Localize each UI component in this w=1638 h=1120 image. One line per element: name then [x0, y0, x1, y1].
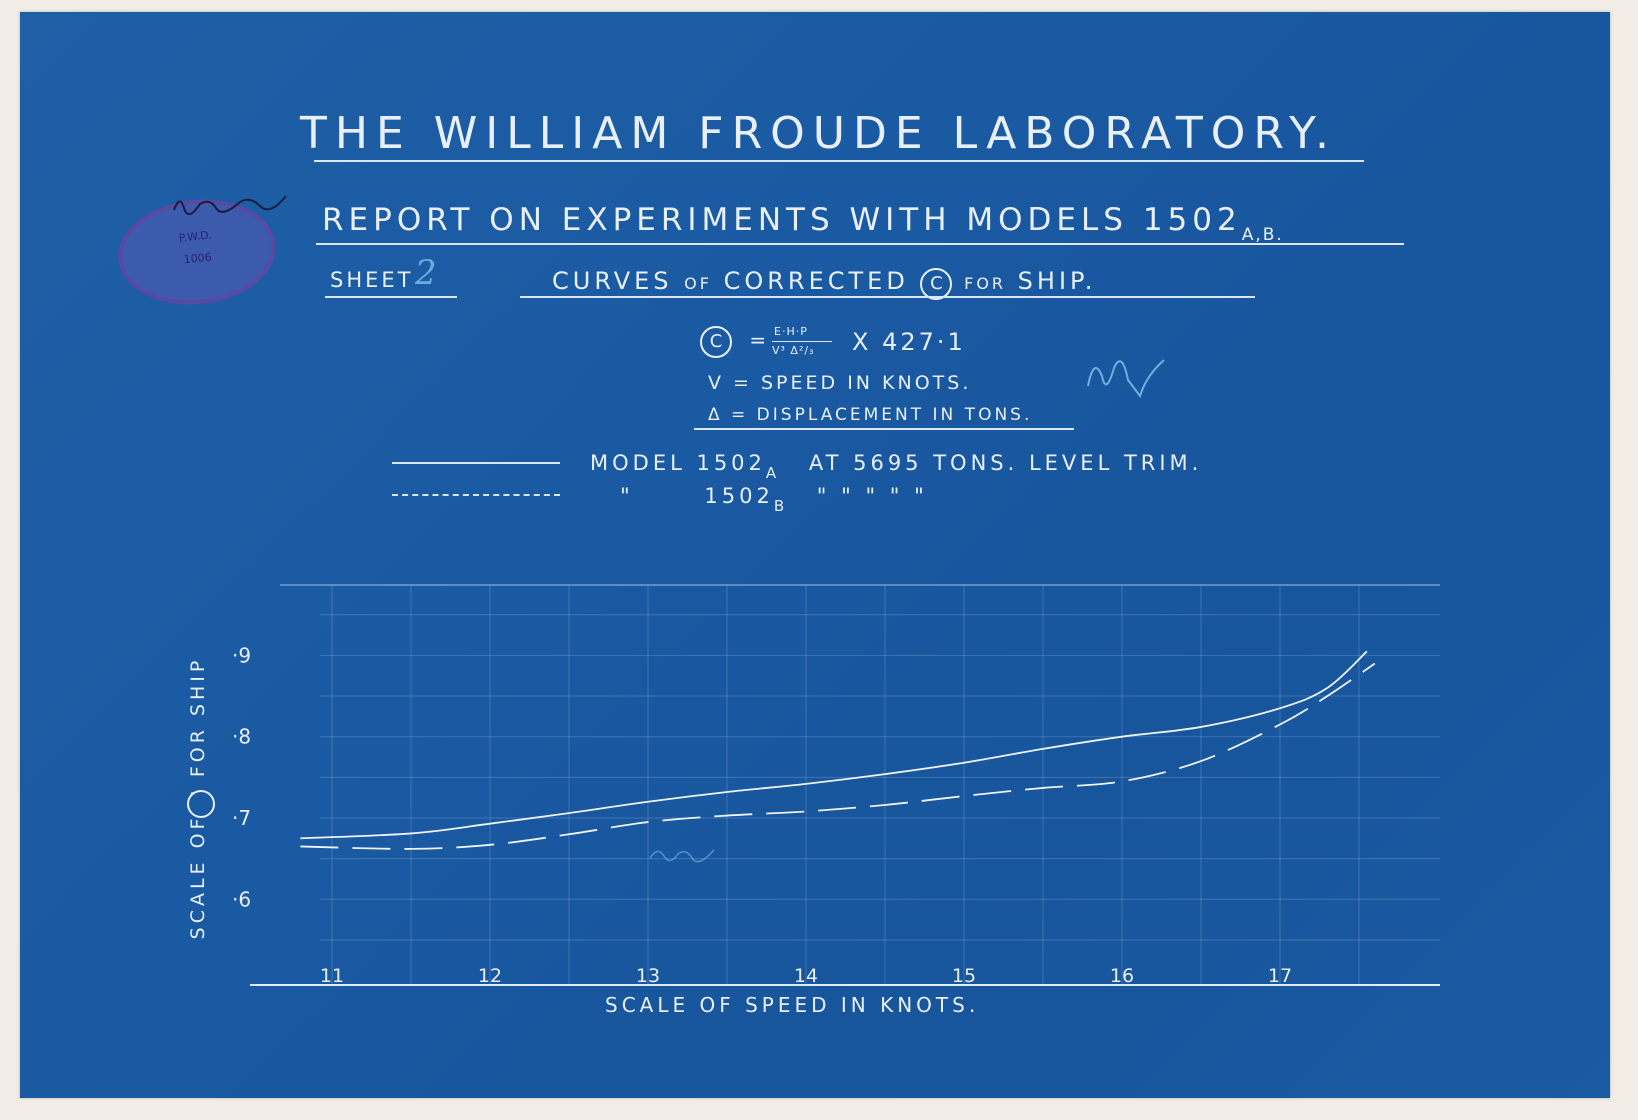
curves-of: OF — [684, 274, 712, 293]
sheet-number: 2 — [415, 253, 437, 293]
curves-underline — [520, 296, 1255, 298]
y-axis-c-symbol — [187, 790, 215, 818]
faint-initials-mark — [648, 842, 718, 870]
legend-model-a-rest: AT 5695 TONS. LEVEL TRIM. — [808, 451, 1203, 475]
legend-model-b: 1502 — [704, 484, 774, 508]
formula-denominator: V³ Δ²/₃ — [772, 344, 815, 357]
formula-c: C = — [700, 326, 769, 358]
legend-line-1: MODEL 1502A AT 5695 TONS. LEVEL TRIM. — [590, 451, 1202, 482]
report-subtitle: REPORT ON EXPERIMENTS WITH MODELS 1502A,… — [322, 202, 1284, 245]
y-tick-label: ·8 — [232, 725, 251, 749]
sheet-underline — [325, 296, 457, 298]
y-tick-label: ·7 — [232, 806, 251, 830]
curves-heading: CURVES OF CORRECTED C FOR SHIP. — [552, 267, 1096, 300]
x-tick-label: 16 — [1110, 965, 1134, 987]
x-axis-title: SCALE OF SPEED IN KNOTS. — [605, 993, 980, 1017]
blueprint-sheet — [20, 12, 1610, 1098]
x-tick-label: 11 — [320, 965, 344, 987]
x-tick-label: 14 — [794, 965, 818, 987]
formula-delta-line: Δ = DISPLACEMENT IN TONS. — [708, 405, 1033, 425]
formula-v-line: V = SPEED IN KNOTS. — [708, 372, 972, 394]
curves-corrected: CORRECTED — [723, 267, 909, 295]
formula-equals: = — [749, 328, 770, 352]
series-line-1502b — [300, 662, 1376, 850]
report-subtitle-suffix: A,B. — [1241, 225, 1284, 245]
legend-model-b-sub: B — [773, 497, 789, 515]
curves-prefix: CURVES — [552, 267, 673, 295]
formula-underline — [694, 428, 1074, 430]
legend-ditto: " — [620, 484, 634, 508]
formula-numerator: E·H·P — [774, 325, 808, 338]
report-subtitle-text: REPORT ON EXPERIMENTS WITH MODELS 1502 — [322, 202, 1242, 238]
subtitle-underline — [316, 243, 1404, 245]
circled-c-symbol: C — [920, 268, 953, 300]
sheet-label: SHEET — [330, 268, 414, 292]
x-tick-label: 15 — [952, 965, 976, 987]
series-line-1502a — [300, 650, 1368, 840]
legend-dashed-line — [392, 494, 560, 496]
formula-c-symbol: C — [700, 326, 732, 358]
curves-for: FOR — [964, 274, 1007, 293]
x-tick-label: 17 — [1268, 965, 1292, 987]
initials-mark — [1080, 346, 1170, 410]
legend-line-2: " 1502B " " " " " — [620, 484, 928, 515]
y-tick-label: ·9 — [232, 643, 251, 667]
legend-model-b-rest: " " " " " — [816, 484, 928, 508]
curves-ship: SHIP. — [1017, 267, 1097, 295]
formula-factor: X 427·1 — [852, 328, 966, 356]
title-underline — [314, 160, 1364, 162]
legend-model-a-sub: A — [765, 464, 781, 482]
formula-fraction-bar — [772, 341, 832, 342]
handwritten-signature — [170, 190, 290, 225]
y-tick-label: ·6 — [232, 887, 251, 911]
x-tick-label: 12 — [478, 965, 502, 987]
legend-model-a: MODEL 1502 — [590, 451, 766, 475]
legend-solid-line — [392, 462, 560, 464]
x-tick-label: 13 — [636, 965, 660, 987]
page-title: THE WILLIAM FROUDE LABORATORY. — [300, 108, 1338, 159]
